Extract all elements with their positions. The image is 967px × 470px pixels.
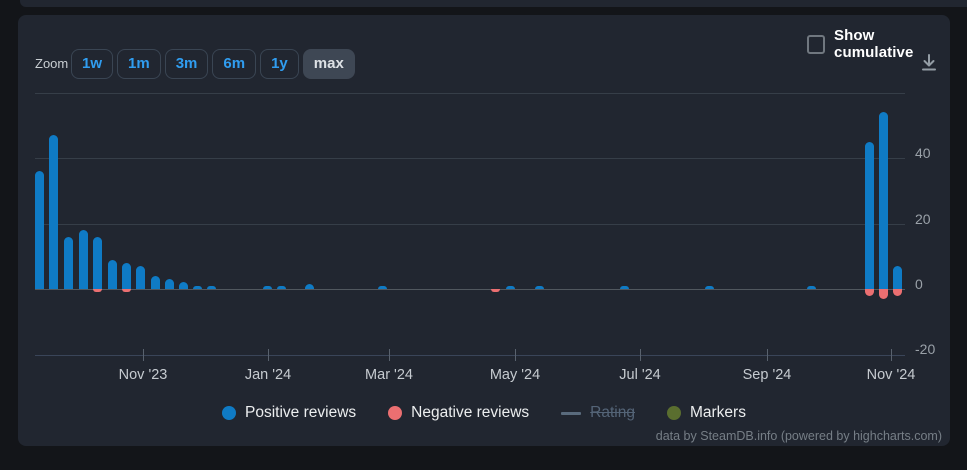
legend-label: Negative reviews (411, 404, 530, 421)
download-icon (922, 53, 936, 70)
show-cumulative-label: Show cumulative (834, 27, 914, 61)
x-axis-tick-6 (891, 349, 892, 361)
negative-bar-6 (121, 289, 131, 293)
positive-bar-8 (150, 275, 160, 289)
zoom-range-label: Zoom (35, 56, 69, 71)
review-history-card: Show cumulative Zoom 1w 1m 3m 6m 1y max 40 20 0… (18, 15, 950, 446)
positive-bar-1 (48, 135, 58, 289)
positive-bar-4 (92, 236, 102, 289)
x-axis-label-6: Nov '24 (866, 367, 916, 383)
legend-circle-marker (388, 406, 403, 420)
range-button-1y[interactable]: 1y (260, 49, 299, 79)
legend-item-markers[interactable]: Markers (666, 404, 746, 422)
positive-bar-20 (619, 285, 629, 289)
range-button-3m[interactable]: 3m (164, 49, 209, 79)
legend-label: Positive reviews (245, 404, 357, 421)
legend-label: Rating (590, 404, 635, 421)
positive-bar-7 (135, 266, 145, 289)
positive-bar-23 (864, 141, 874, 289)
positive-bar-21 (704, 285, 714, 289)
positive-bar-13 (262, 285, 272, 289)
x-axis-tick-5 (767, 349, 768, 361)
x-axis-tick-1 (268, 349, 269, 361)
positive-bar-24 (878, 112, 888, 289)
x-axis-label-0: Nov '23 (118, 367, 168, 383)
negative-bar-23 (864, 289, 874, 296)
negative-bar-24 (878, 289, 888, 299)
x-axis-label-3: May '24 (489, 367, 541, 383)
positive-bar-11 (192, 285, 202, 289)
legend-item-positive-reviews[interactable]: Positive reviews (222, 404, 356, 422)
legend-line-marker (561, 411, 582, 415)
gridline-20 (35, 223, 905, 225)
positive-bar-2 (63, 236, 73, 289)
show-cumulative-checkbox[interactable] (807, 34, 826, 54)
y-axis-label--20: -20 (915, 341, 936, 358)
positive-bar-22 (806, 285, 816, 289)
positive-bar-5 (107, 259, 117, 289)
positive-bar-25 (892, 266, 902, 289)
positive-bar-10 (178, 282, 188, 289)
legend-label: Markers (689, 404, 746, 421)
x-axis-tick-2 (389, 349, 390, 361)
legend-item-rating[interactable]: Rating (561, 404, 635, 422)
positive-bar-6 (121, 262, 131, 289)
legend-item-negative-reviews[interactable]: Negative reviews (388, 404, 529, 422)
negative-bar-4 (92, 289, 102, 293)
y-axis-label-40: 40 (915, 145, 931, 162)
positive-bar-19 (534, 285, 544, 289)
range-button-1w[interactable]: 1w (71, 49, 114, 79)
show-cumulative-control[interactable]: Show cumulative (807, 27, 950, 61)
positive-bar-0 (34, 171, 44, 289)
zoom-range-buttons: 1w 1m 3m 6m 1y max (71, 49, 355, 79)
positive-bar-18 (505, 285, 515, 289)
positive-bar-3 (78, 230, 88, 289)
x-axis-tick-0 (143, 349, 144, 361)
range-button-1m[interactable]: 1m (117, 49, 161, 79)
negative-bar-25 (892, 289, 902, 296)
gridline-0 (35, 289, 905, 290)
gridline-60 (35, 92, 905, 94)
adjacent-card-edge (20, 0, 967, 7)
positive-bar-9 (164, 279, 174, 289)
positive-bar-16 (377, 285, 387, 289)
x-axis-label-4: Jul '24 (619, 367, 661, 383)
x-axis-line (35, 355, 905, 356)
x-axis-label-5: Sep '24 (742, 367, 792, 383)
positive-bar-14 (276, 285, 286, 289)
x-axis-label-2: Mar '24 (365, 367, 413, 383)
range-button-max[interactable]: max (302, 49, 355, 79)
review-history-chart: 40 20 0 -20 Nov '23 Jan '24 Mar '24 May '24 Jul … (18, 15, 950, 446)
y-axis-label-0: 0 (915, 276, 923, 292)
range-button-6m[interactable]: 6m (212, 49, 257, 79)
chart-legend: Positive reviews Negative reviews Rating Ma… (18, 404, 950, 422)
positive-bar-15 (304, 284, 314, 289)
x-axis-tick-4 (640, 349, 641, 361)
legend-circle-marker (666, 406, 681, 420)
negative-bar-17 (490, 289, 500, 293)
gridline-40 (35, 158, 905, 160)
chart-credits: data by SteamDB.info (powered by highcha… (655, 429, 942, 443)
y-axis-label-20: 20 (915, 210, 931, 227)
x-axis-tick-3 (515, 349, 516, 361)
download-button[interactable] (916, 51, 942, 77)
legend-circle-marker (222, 406, 237, 420)
x-axis-label-1: Jan '24 (244, 367, 292, 383)
positive-bar-12 (206, 285, 216, 289)
